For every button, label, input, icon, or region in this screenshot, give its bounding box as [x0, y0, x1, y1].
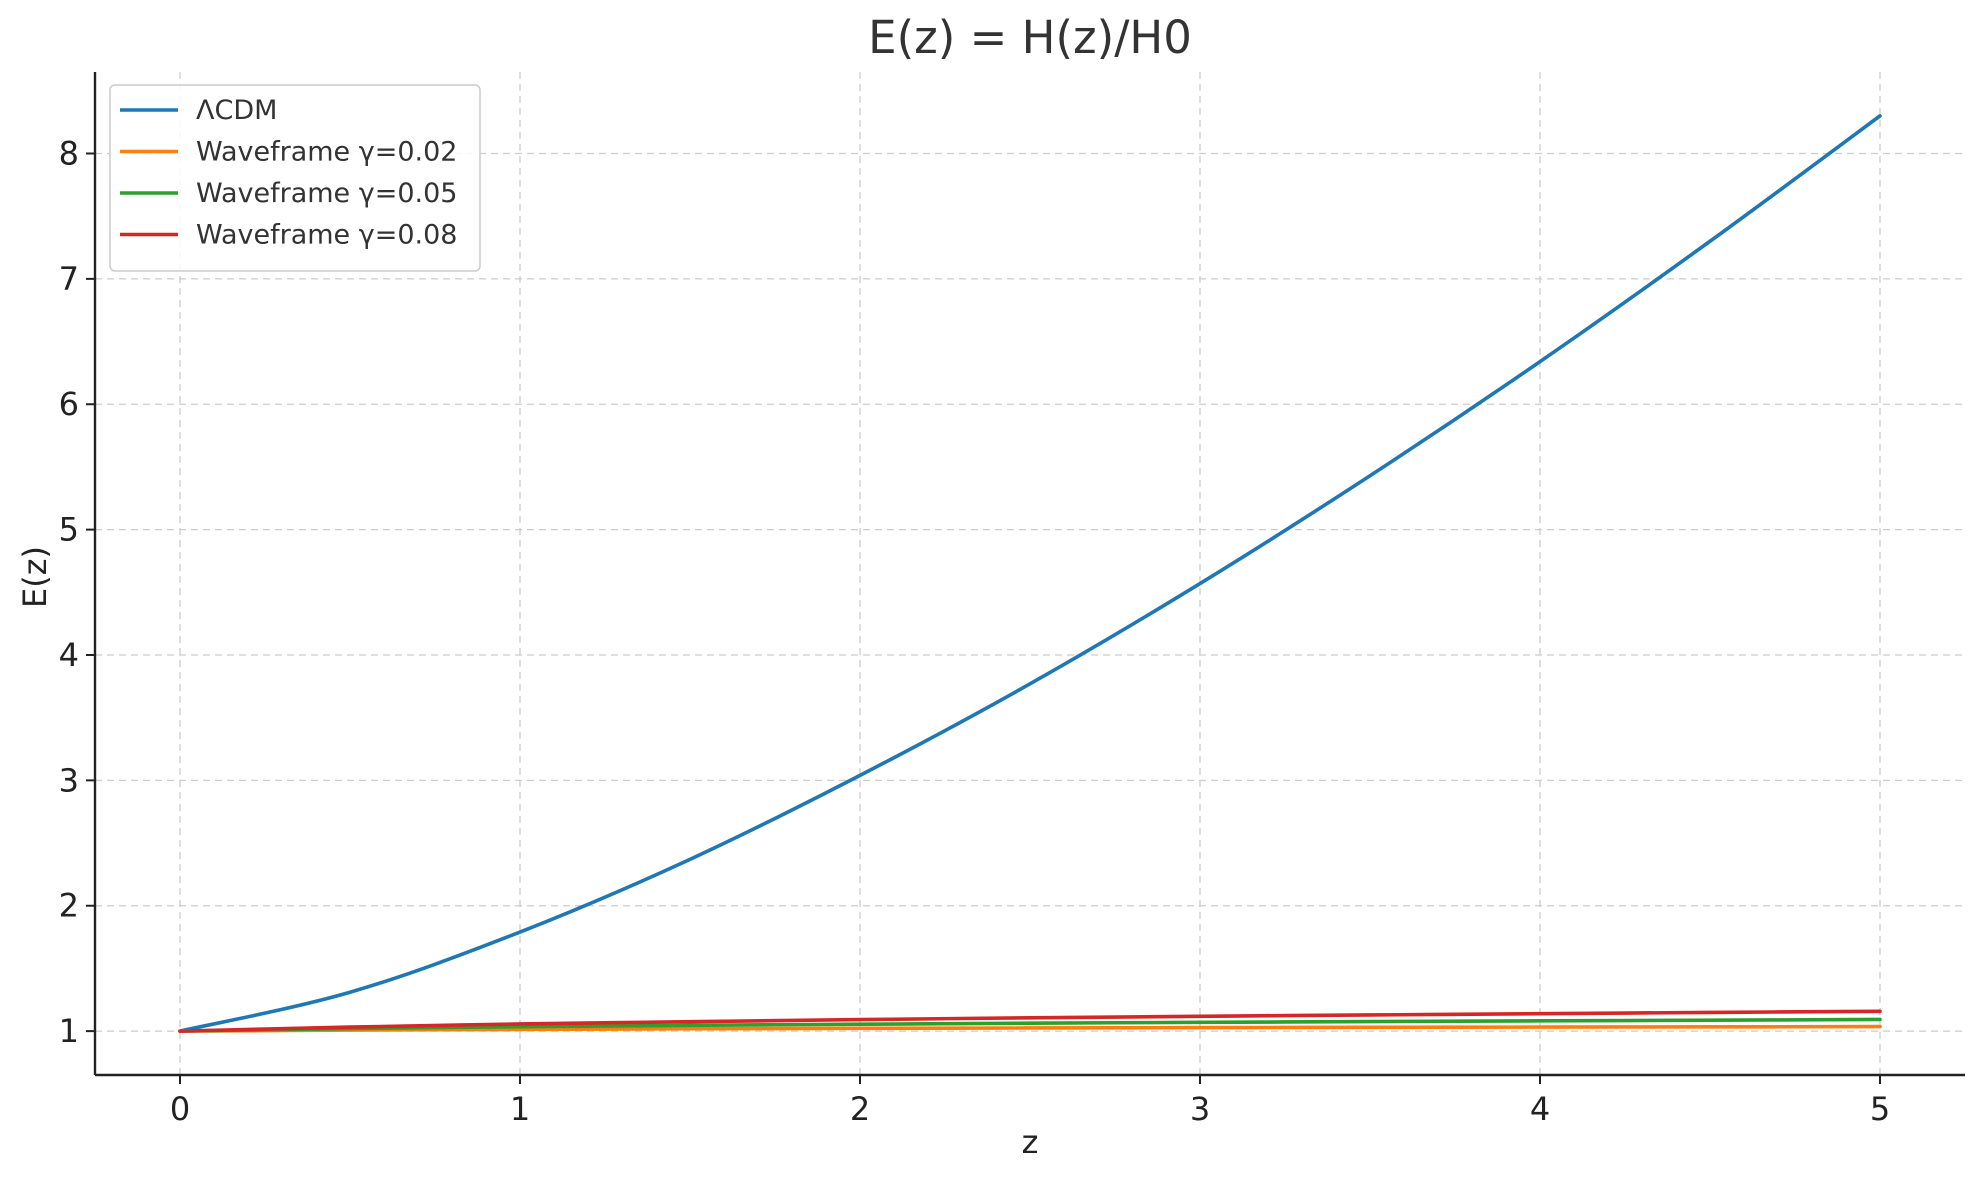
y-tick-label: 7 — [59, 260, 79, 298]
series-line-4 — [178, 1009, 1882, 1033]
x-tick-label: 5 — [1870, 1090, 1890, 1128]
legend-label-1: ΛCDM — [196, 95, 277, 126]
legend-frame — [109, 84, 481, 272]
series-line-3 — [178, 1017, 1882, 1033]
x-tick-label: 0 — [170, 1090, 190, 1128]
y-tick-label: 1 — [59, 1012, 79, 1050]
y-axis-label: E(z) — [16, 546, 54, 608]
x-tick-label: 4 — [1530, 1090, 1550, 1128]
ticks: 0 1 2 3 4 5 1 2 3 4 5 6 7 8 — [59, 134, 1891, 1128]
axes — [93, 72, 1965, 1077]
legend: ΛCDM Waveframe γ=0.02 Waveframe γ=0.05 Wave… — [109, 84, 481, 272]
series-line-1 — [178, 114, 1882, 1033]
legend-label-2: Waveframe γ=0.02 — [196, 137, 457, 168]
series-layer — [178, 114, 1882, 1033]
y-tick-label: 5 — [59, 511, 79, 549]
x-tick-label: 1 — [510, 1090, 530, 1128]
x-tick-label: 3 — [1190, 1090, 1210, 1128]
legend-label-4: Waveframe γ=0.08 — [196, 220, 457, 251]
chart-title: E(z) = H(z)/H0 — [868, 11, 1192, 64]
y-tick-label: 2 — [59, 887, 79, 925]
y-tick-label: 8 — [59, 134, 79, 172]
x-tick-label: 2 — [850, 1090, 870, 1128]
y-tick-label: 3 — [59, 761, 79, 799]
y-tick-label: 4 — [59, 636, 79, 674]
y-tick-label: 6 — [59, 385, 79, 423]
legend-label-3: Waveframe γ=0.05 — [196, 178, 457, 209]
x-axis-label: z — [1022, 1123, 1039, 1161]
series-line-2 — [178, 1024, 1882, 1033]
